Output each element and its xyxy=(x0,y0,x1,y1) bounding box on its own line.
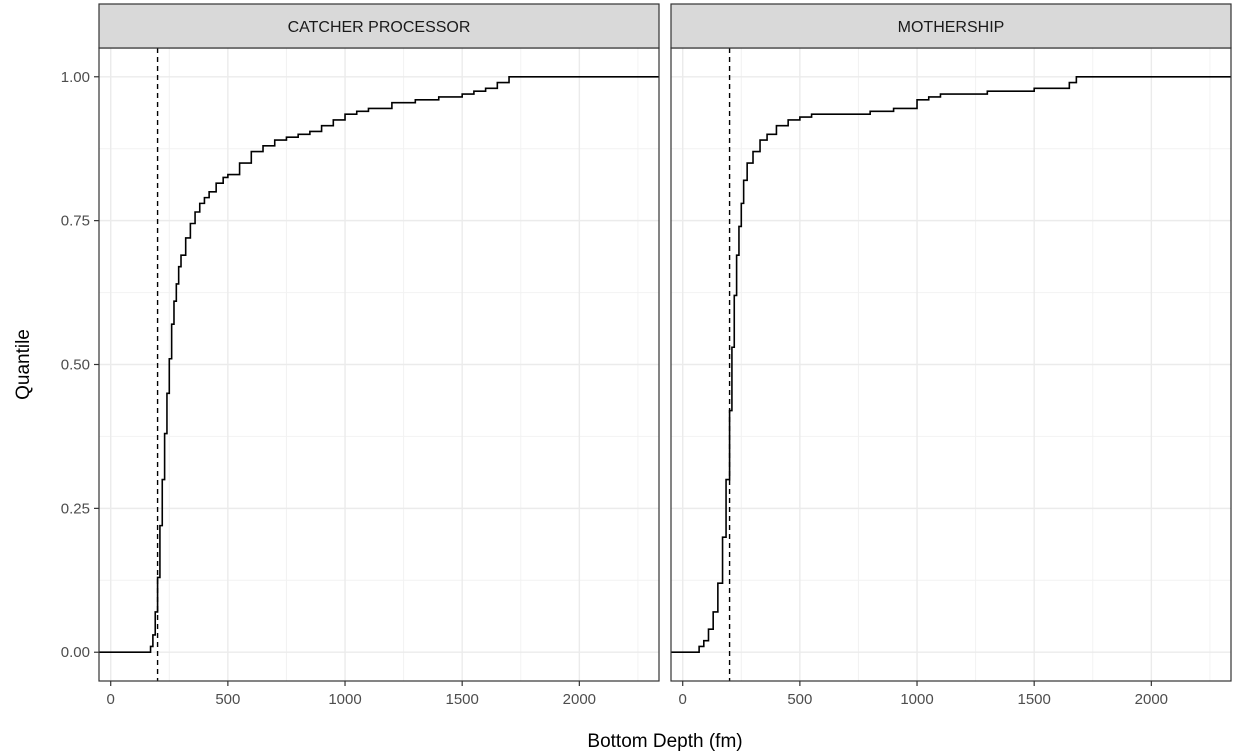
x-tick-label: 2000 xyxy=(1135,691,1168,708)
x-axis-title: Bottom Depth (fm) xyxy=(587,731,742,752)
strip-background xyxy=(98,3,660,49)
x-tick-label: 0 xyxy=(679,691,687,708)
strip-label: MOTHERSHIP xyxy=(898,19,1005,36)
facet-panel-1: CATCHER PROCESSOR 0 500 1000 1500 2000 xyxy=(98,3,660,708)
x-tick-label: 2000 xyxy=(563,691,596,708)
ecdf-line xyxy=(99,75,659,654)
y-axis-title: Quantile xyxy=(13,329,34,400)
x-tick-label: 1500 xyxy=(1017,691,1050,708)
x-tick-label: 500 xyxy=(787,691,812,708)
y-tick-label: 0.25 xyxy=(61,500,90,517)
y-tick-label: 0.50 xyxy=(61,357,90,374)
x-tick-label: 0 xyxy=(107,691,115,708)
y-tick-label: 1.00 xyxy=(61,69,90,86)
ecdf-line xyxy=(671,75,1231,654)
x-tick-label: 1000 xyxy=(328,691,361,708)
strip-background xyxy=(670,3,1232,49)
y-tick-label: 0.75 xyxy=(61,213,90,230)
x-tick-label: 1500 xyxy=(445,691,478,708)
facet-panel-2: MOTHERSHIP 0 500 1000 1500 2000 xyxy=(670,3,1232,708)
x-tick-label: 500 xyxy=(215,691,240,708)
y-tick-label: 0.00 xyxy=(61,644,90,661)
strip-label: CATCHER PROCESSOR xyxy=(288,19,471,36)
x-tick-label: 1000 xyxy=(900,691,933,708)
